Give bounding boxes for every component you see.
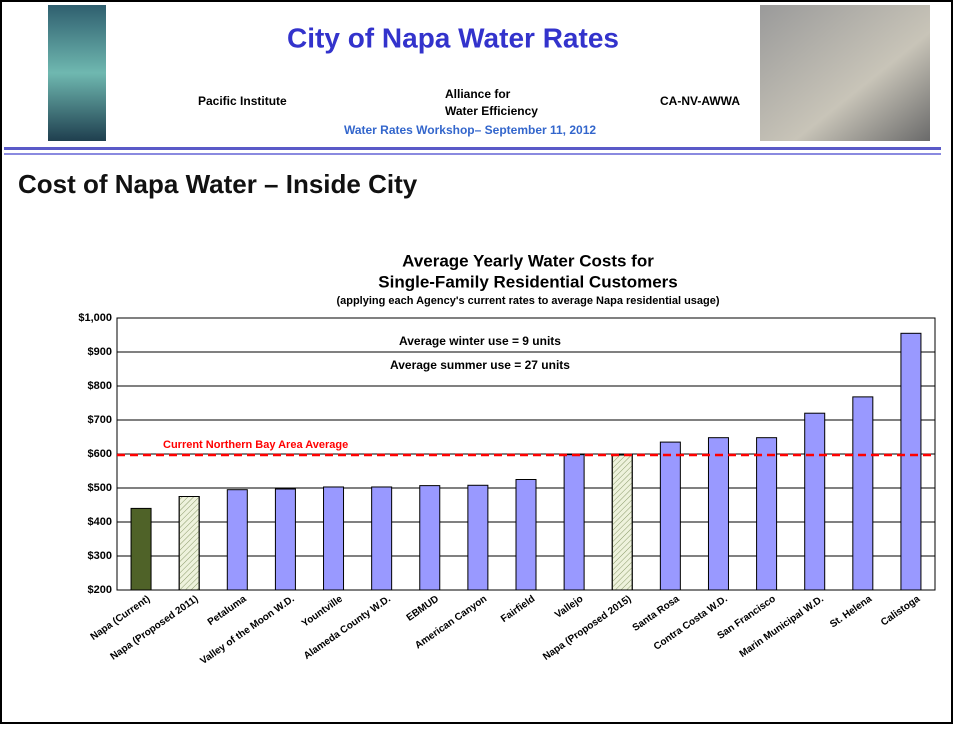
y-tick-label: $800	[88, 380, 112, 392]
bar	[323, 486, 345, 591]
annotation: Average winter use = 9 units	[399, 334, 561, 348]
partner: Pacific Institute	[198, 94, 287, 108]
bar	[226, 489, 248, 591]
chart-subtitle: (applying each Agency's current rates to…	[336, 295, 719, 307]
rule	[4, 153, 941, 155]
y-tick-label: $600	[88, 448, 112, 460]
partner: Water Efficiency	[445, 104, 538, 118]
slide-title: City of Napa Water Rates	[287, 22, 619, 53]
bar	[371, 486, 393, 591]
y-tick-label: $900	[88, 346, 112, 358]
bar	[659, 441, 681, 591]
partner: CA-NV-AWWA	[660, 94, 740, 108]
y-tick-label: $700	[88, 414, 112, 426]
bar	[419, 485, 441, 591]
bar	[274, 488, 296, 591]
rule	[4, 147, 941, 150]
bar-hatch	[178, 496, 200, 591]
y-tick-label: $400	[88, 516, 112, 528]
bar	[852, 396, 874, 591]
reference-label: Current Northern Bay Area Average	[163, 439, 348, 451]
bar	[563, 454, 585, 591]
chart-title: Single-Family Residential Customers	[378, 272, 677, 291]
event: Water Rates Workshop– September 11, 2012	[344, 123, 596, 137]
bar-hatch	[611, 454, 633, 591]
y-tick-label: $500	[88, 482, 112, 494]
y-tick-label: $1,000	[78, 312, 112, 324]
bar	[900, 332, 922, 591]
y-tick-label: $200	[88, 584, 112, 596]
y-tick-label: $300	[88, 550, 112, 562]
bar	[515, 479, 537, 591]
bar	[707, 437, 729, 591]
photo-aqueduct	[48, 5, 106, 141]
bar	[804, 412, 826, 591]
photo-pipe	[760, 5, 930, 141]
bar	[467, 484, 489, 591]
annotation: Average summer use = 27 units	[390, 358, 570, 372]
slide-heading: Cost of Napa Water – Inside City	[18, 169, 418, 199]
chart-title: Average Yearly Water Costs for	[402, 251, 654, 270]
bar	[756, 437, 778, 591]
partner: Alliance for	[445, 87, 511, 101]
bar	[130, 507, 152, 591]
